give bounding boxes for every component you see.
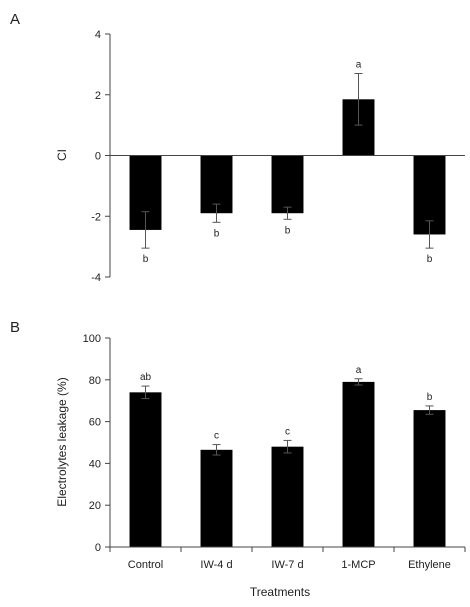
panel-a-bar-iw-4-d xyxy=(200,155,233,214)
panel-a-chart: A CI -4 -2 0 2 4 b b b a b xyxy=(10,11,465,284)
panel-b-x-tick-label: IW-7 d xyxy=(271,559,303,571)
panel-b-bar-1-mcp xyxy=(342,381,375,547)
panel-a-significance-letter: b xyxy=(214,228,220,239)
panel-a-significance-letter: b xyxy=(143,254,149,265)
panel-a-error-bar-iw-4-d xyxy=(212,203,221,223)
panel-a-significance-letter: a xyxy=(356,59,362,70)
panel-b-significance-letter: ab xyxy=(140,372,152,383)
panel-b-significance-letter: c xyxy=(214,431,219,442)
panel-b-y-tick-label: 20 xyxy=(89,500,101,512)
panel-b-y-tick-label: 60 xyxy=(89,417,101,429)
panel-b-y-tick-label: 0 xyxy=(95,542,101,554)
panel-b-bar-control xyxy=(129,392,162,547)
panel-a-y-axis-title: CI xyxy=(55,149,69,161)
panel-b-significance-letter: c xyxy=(285,426,290,437)
panel-b-bar-iw-4-d xyxy=(200,449,233,547)
panel-b-significance-letter: a xyxy=(356,365,362,376)
panel-b-x-axis-title: Treatments xyxy=(250,585,310,599)
panel-b-error-bars xyxy=(141,378,434,456)
panel-b-error-bar-control xyxy=(141,385,150,400)
panel-b-axes xyxy=(109,338,466,552)
panel-a-y-tick-label: 4 xyxy=(95,29,101,41)
panel-a-label: A xyxy=(10,11,20,28)
panel-a-axes xyxy=(109,34,465,277)
panel-b-y-axis-title: Electrolytes leakage (%) xyxy=(55,377,69,506)
panel-a-y-ticks: -4 -2 0 2 4 xyxy=(91,29,110,284)
panel-a-significance-letters: b b b a b xyxy=(143,59,433,265)
panel-b-bar-iw-7-d xyxy=(271,446,304,547)
panel-a-y-tick-label: 2 xyxy=(95,90,101,102)
panel-b-chart: B Electrolytes leakage (%) 020406080100 … xyxy=(10,319,466,599)
panel-b-error-bar-1-mcp xyxy=(354,378,363,386)
panel-b-y-ticks: 0 20 40 60 80 100 xyxy=(83,333,110,554)
panel-b-label: B xyxy=(10,319,20,336)
panel-b-bars xyxy=(129,381,446,547)
panel-a-error-bar-ethylene xyxy=(425,220,434,249)
panel-b-bar-ethylene xyxy=(413,410,446,547)
panel-a-error-bar-control xyxy=(141,211,150,249)
panel-b-x-tick-labels: Control IW-4 d IW-7 d 1-MCP Ethylene xyxy=(128,559,451,571)
panel-a-significance-letter: b xyxy=(285,225,291,236)
panel-a-error-bar-1-mcp xyxy=(354,72,363,126)
panel-a-significance-letter: b xyxy=(427,254,433,265)
panel-a-error-bar-iw-7-d xyxy=(283,206,292,220)
panel-a-bars xyxy=(129,99,446,235)
panel-b-y-tick-label: 100 xyxy=(83,333,101,345)
panel-b-x-tick-label: 1-MCP xyxy=(341,559,375,571)
panel-b-x-tick-label: IW-4 d xyxy=(200,559,232,571)
panel-b-error-bar-iw-7-d xyxy=(283,439,292,454)
panel-a-y-tick-label: -2 xyxy=(91,211,101,223)
panel-b-y-tick-label: 80 xyxy=(89,375,101,387)
panel-b-x-tick-label: Control xyxy=(128,559,163,571)
panel-a-bar-iw-7-d xyxy=(271,155,304,214)
panel-b-significance-letters: abc cab xyxy=(140,365,433,442)
panel-b-error-bar-ethylene xyxy=(425,405,434,415)
panel-a-y-tick-label: -4 xyxy=(91,272,101,284)
panel-a-y-tick-label: 0 xyxy=(95,151,101,163)
panel-a-error-bars xyxy=(141,72,434,249)
panel-b-error-bar-iw-4-d xyxy=(212,444,221,456)
panel-b-y-tick-label: 40 xyxy=(89,458,101,470)
panel-b-significance-letter: b xyxy=(427,392,433,403)
panel-b-x-tick-label: Ethylene xyxy=(408,559,451,571)
